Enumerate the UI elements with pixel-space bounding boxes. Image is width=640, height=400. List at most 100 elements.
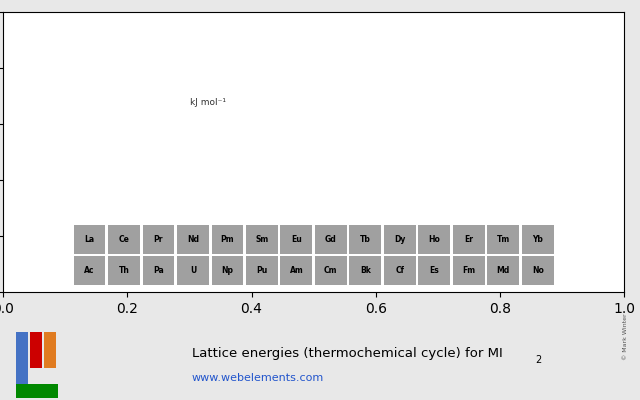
Text: Po: Po <box>532 228 543 236</box>
Text: Np: Np <box>221 266 234 275</box>
Text: Pm: Pm <box>221 235 234 244</box>
Bar <box>74 254 106 290</box>
Text: Mn: Mn <box>221 148 234 156</box>
Bar <box>39 134 71 170</box>
Bar <box>591 14 623 50</box>
Bar <box>315 214 347 250</box>
Bar <box>4 94 36 130</box>
Text: Sb: Sb <box>498 188 509 196</box>
Text: Cn: Cn <box>394 268 405 276</box>
Text: Sc: Sc <box>84 148 95 156</box>
Bar <box>419 134 450 170</box>
Text: Br: Br <box>568 148 577 156</box>
Text: In: In <box>430 188 438 196</box>
Bar <box>453 254 484 290</box>
Bar <box>177 254 209 290</box>
Bar <box>108 254 140 290</box>
Bar <box>453 174 484 210</box>
Text: Ne: Ne <box>601 68 612 76</box>
Text: Cr: Cr <box>188 148 198 156</box>
Text: Fr: Fr <box>16 268 25 276</box>
Text: Ds: Ds <box>325 268 336 276</box>
Text: U: U <box>190 266 196 275</box>
Text: Lu: Lu <box>84 228 95 236</box>
Text: Rn: Rn <box>601 228 612 236</box>
Bar <box>488 134 519 170</box>
Text: Ar: Ar <box>602 108 612 116</box>
Bar <box>280 254 312 290</box>
Bar <box>453 54 484 90</box>
Bar <box>384 256 416 285</box>
Bar <box>591 134 623 170</box>
Text: Co: Co <box>291 148 302 156</box>
Text: P: P <box>500 108 506 116</box>
Text: www.webelements.com: www.webelements.com <box>192 373 324 383</box>
Text: Pd: Pd <box>325 188 337 196</box>
Text: V: V <box>156 148 161 156</box>
Text: Db: Db <box>152 268 164 276</box>
Text: Tl: Tl <box>430 228 438 236</box>
Bar <box>177 256 209 285</box>
Text: Nh: Nh <box>428 268 440 276</box>
Bar <box>419 54 450 90</box>
Bar <box>522 214 554 250</box>
Text: Ts: Ts <box>568 268 577 276</box>
Bar <box>211 134 243 170</box>
Bar <box>39 54 71 90</box>
Text: Cu: Cu <box>360 148 371 156</box>
Bar <box>315 174 347 210</box>
Bar <box>143 134 174 170</box>
Text: Rf: Rf <box>119 268 129 276</box>
Bar <box>108 256 140 285</box>
Bar <box>177 225 209 254</box>
Text: Cs: Cs <box>15 228 26 236</box>
Bar <box>522 225 554 254</box>
Bar <box>488 254 519 290</box>
Bar <box>4 54 36 90</box>
Bar <box>280 174 312 210</box>
Bar <box>488 54 519 90</box>
Text: Es: Es <box>429 266 439 275</box>
Bar <box>556 54 588 90</box>
Text: © Mark Winter: © Mark Winter <box>623 313 628 360</box>
Text: Fl: Fl <box>465 268 473 276</box>
Text: Mt: Mt <box>291 268 302 276</box>
Text: Ag: Ag <box>360 188 371 196</box>
Bar <box>74 134 106 170</box>
Text: Lv: Lv <box>533 268 543 276</box>
Text: Ga: Ga <box>429 148 440 156</box>
Bar <box>419 94 450 130</box>
Text: I: I <box>571 188 573 196</box>
Bar <box>384 134 416 170</box>
Text: Ca: Ca <box>49 148 60 156</box>
Bar <box>522 174 554 210</box>
Text: Tc: Tc <box>223 188 232 196</box>
Bar <box>39 94 71 130</box>
Bar <box>419 256 450 285</box>
Text: Te: Te <box>533 188 543 196</box>
Bar <box>453 134 484 170</box>
Text: Nb: Nb <box>152 188 164 196</box>
Bar <box>591 54 623 90</box>
Bar <box>280 134 312 170</box>
Text: Nd: Nd <box>187 235 199 244</box>
Bar <box>419 214 450 250</box>
Text: H: H <box>17 28 24 36</box>
Bar <box>74 225 106 254</box>
Text: Fe: Fe <box>257 148 267 156</box>
Bar <box>246 214 278 250</box>
Bar <box>349 256 381 285</box>
Bar <box>280 214 312 250</box>
Text: K: K <box>17 148 24 156</box>
Bar <box>591 254 623 290</box>
Text: Lr: Lr <box>85 268 93 276</box>
Bar <box>177 134 209 170</box>
Bar <box>74 214 106 250</box>
Text: Eu: Eu <box>291 235 301 244</box>
Text: Md: Md <box>497 266 510 275</box>
Text: Ge: Ge <box>463 148 474 156</box>
Bar <box>556 254 588 290</box>
Text: 2: 2 <box>535 355 541 365</box>
Text: Ba: Ba <box>49 228 60 236</box>
Text: N: N <box>500 68 506 76</box>
